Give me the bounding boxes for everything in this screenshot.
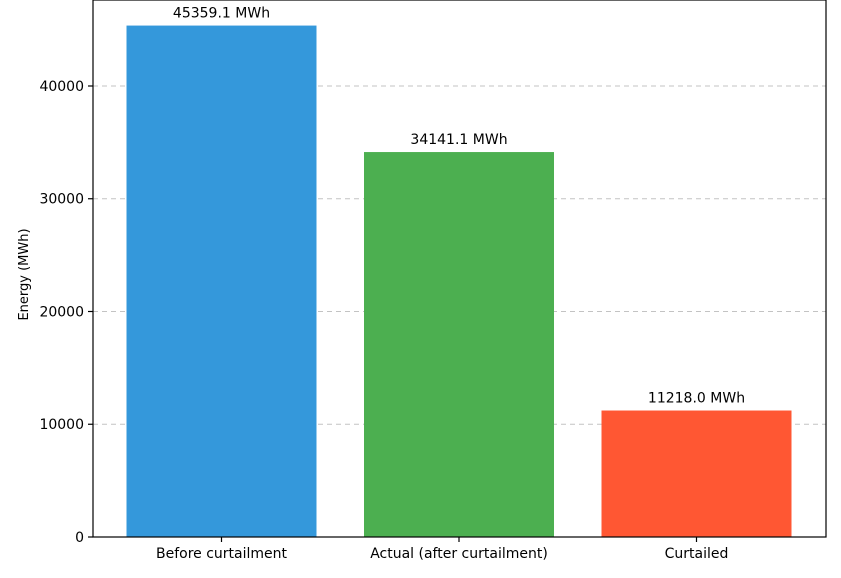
bar-value-label: 11218.0 MWh bbox=[648, 391, 745, 407]
bar-value-label: 45359.1 MWh bbox=[173, 6, 270, 22]
y-axis-ticks: 0 10000 20000 30000 40000 bbox=[39, 79, 93, 546]
bar-before-curtailment bbox=[126, 25, 317, 538]
x-axis-ticks: Before curtailment Actual (after curtailm… bbox=[156, 537, 728, 562]
bar-value-label: 34141.1 MWh bbox=[410, 132, 507, 148]
x-tick-label: Curtailed bbox=[665, 546, 729, 562]
y-tick-label: 30000 bbox=[39, 192, 84, 208]
x-tick-label: Before curtailment bbox=[156, 546, 288, 562]
y-axis-label: Energy (MWh) bbox=[17, 228, 32, 320]
bars bbox=[126, 25, 792, 538]
x-tick-label: Actual (after curtailment) bbox=[370, 546, 548, 562]
data-labels: 45359.1 MWh 34141.1 MWh 11218.0 MWh bbox=[173, 6, 745, 407]
y-tick-label: 40000 bbox=[39, 79, 84, 95]
bar-curtailed bbox=[601, 410, 792, 537]
y-tick-label: 20000 bbox=[39, 304, 84, 320]
y-tick-label: 10000 bbox=[39, 417, 84, 433]
y-tick-label: 0 bbox=[75, 530, 84, 546]
bar-actual-after-curtailment bbox=[364, 152, 554, 537]
